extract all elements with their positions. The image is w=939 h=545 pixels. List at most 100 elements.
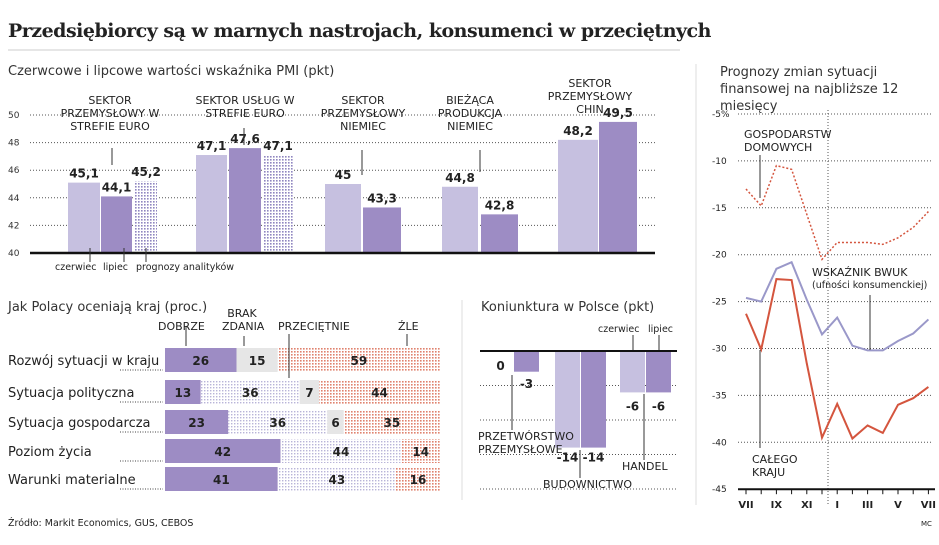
pmi-bar xyxy=(263,155,293,253)
kon-cat-2: BUDOWNICTWO xyxy=(543,478,633,491)
pmi-data-label: 49,5 xyxy=(603,106,633,120)
row-label: Sytuacja gospodarcza xyxy=(8,416,151,431)
pmi-tick-label: 42 xyxy=(8,221,19,231)
pmi-data-label: 48,2 xyxy=(563,124,593,138)
stacked-segment xyxy=(165,467,278,491)
line-title: Prognozy zmian sytuacji finansowej na na… xyxy=(720,65,899,114)
legend-brak: BRAK ZDANIA xyxy=(222,307,265,333)
page-title: Przedsiębiorcy są w marnych nastrojach, … xyxy=(8,20,711,42)
line-tick-label: -20 xyxy=(712,251,727,261)
stacked-segment xyxy=(327,410,344,434)
label-country: CAŁEGO KRAJU xyxy=(752,453,798,479)
pmi-bar xyxy=(481,214,518,253)
stacked-segment xyxy=(200,380,300,404)
x-tick-label: IX xyxy=(771,500,783,511)
pmi-cat-5: SEKTOR PRZEMYSŁOWY CHIN xyxy=(547,77,633,116)
segment-label: 43 xyxy=(329,473,346,487)
pmi-bar xyxy=(68,182,100,253)
pmi-data-label: 44,8 xyxy=(445,171,475,185)
label-bwuk-note: (ufności konsumenckiej) xyxy=(812,280,928,291)
kon-data-label: -6 xyxy=(626,399,639,413)
pmi-data-label: 44,1 xyxy=(102,180,132,194)
pmi-data-label: 47,1 xyxy=(263,139,293,153)
x-tick-label: I xyxy=(835,500,839,511)
segment-label: 35 xyxy=(384,416,401,430)
segment-label: 59 xyxy=(351,354,368,368)
row-label: Sytuacja polityczna xyxy=(8,386,135,401)
kon-bar xyxy=(555,351,580,448)
line-series-2 xyxy=(745,278,929,441)
legend-june: czerwiec xyxy=(55,262,97,273)
pmi-tick-label: 50 xyxy=(8,111,20,121)
line-tick-label: -30 xyxy=(712,345,727,355)
pmi-data-label: 45 xyxy=(335,168,352,182)
segment-label: 6 xyxy=(331,416,339,430)
line-series-1 xyxy=(745,260,930,352)
legend-zle: ŹLE xyxy=(398,320,419,333)
line-tick-label: -15 xyxy=(712,204,727,214)
pmi-cat-2: SEKTOR USŁUG W STREFIE EURO xyxy=(195,94,295,120)
x-tick-label: XI xyxy=(801,500,812,511)
pmi-bar xyxy=(196,155,227,253)
segment-label: 26 xyxy=(192,354,209,368)
pmi-bar xyxy=(442,186,478,253)
kon-bar xyxy=(581,351,606,448)
stacked-segment xyxy=(165,348,237,372)
segment-label: 36 xyxy=(242,386,259,400)
source-note: Źródło: Markit Economics, GUS, CEBOS xyxy=(8,518,194,529)
segment-label: 36 xyxy=(269,416,286,430)
segment-label: 41 xyxy=(213,473,230,487)
stacked-segment xyxy=(228,410,328,434)
legend-forecast: prognozy analityków xyxy=(136,262,235,273)
x-tick-label: VII xyxy=(921,500,936,511)
x-tick-label: V xyxy=(894,500,902,511)
pmi-cat-1: SEKTOR PRZEMYSŁOWY W STREFIE EURO xyxy=(60,94,160,133)
stacked-segment xyxy=(277,467,396,491)
kon-data-label: -3 xyxy=(520,377,533,391)
stacked-segment xyxy=(165,439,281,463)
segment-label: 7 xyxy=(305,386,313,400)
row-label: Warunki materialne xyxy=(8,473,136,488)
x-tick-label: VII xyxy=(738,500,753,511)
kon-legend-june: czerwiec xyxy=(598,324,640,335)
kon-data-label: -14 xyxy=(583,451,605,465)
stacked-segment xyxy=(277,348,440,372)
pmi-tick-label: 48 xyxy=(8,139,20,149)
pmi-bar xyxy=(135,181,157,253)
pmi-data-label: 45,2 xyxy=(131,165,161,179)
stacked-segment xyxy=(299,380,319,404)
stacked-segment xyxy=(396,467,440,491)
label-bwuk: WSKAŹNIK BWUK xyxy=(812,266,908,279)
pmi-bar xyxy=(101,196,132,253)
stacked-segment xyxy=(280,439,402,463)
kon-cat-1: PRZETWÓRSTWO PRZEMYSŁOWE xyxy=(478,430,574,456)
pmi-title: Czerwcowe i lipcowe wartości wskaźnika P… xyxy=(8,64,335,79)
stacked-segment xyxy=(319,380,440,404)
legend-dobrze: DOBRZE xyxy=(158,320,205,333)
kon-bar xyxy=(646,351,671,393)
label-households: GOSPODARSTW DOMOWYCH xyxy=(744,128,832,154)
stacked-segment xyxy=(343,410,440,434)
kon-data-label: 0 xyxy=(496,359,504,373)
pmi-data-label: 47,6 xyxy=(230,132,260,146)
koniunktura-title: Koniunktura w Polsce (pkt) xyxy=(481,300,655,315)
kon-data-label: -6 xyxy=(652,399,665,413)
pmi-bar xyxy=(325,184,361,253)
segment-label: 44 xyxy=(333,445,350,459)
kon-data-label: -14 xyxy=(557,451,579,465)
row-label: Poziom życia xyxy=(8,445,92,460)
pmi-tick-label: 40 xyxy=(8,249,20,259)
segment-label: 44 xyxy=(371,386,388,400)
line-tick-label: -40 xyxy=(712,438,727,448)
opinion-title: Jak Polacy oceniają kraj (proc.) xyxy=(8,300,208,315)
line-tick-label: -10 xyxy=(712,157,727,167)
pmi-tick-label: 44 xyxy=(8,194,20,204)
legend-przecietnie: PRZECIĘTNIE xyxy=(278,320,350,333)
line-tick-label: -25 xyxy=(712,298,727,308)
segment-label: 16 xyxy=(410,473,427,487)
line-tick-label: -35 xyxy=(712,391,727,401)
kon-cat-3: HANDEL xyxy=(622,460,668,473)
stacked-segment xyxy=(401,439,440,463)
pmi-bar xyxy=(599,121,637,254)
pmi-data-label: 43,3 xyxy=(367,191,397,205)
